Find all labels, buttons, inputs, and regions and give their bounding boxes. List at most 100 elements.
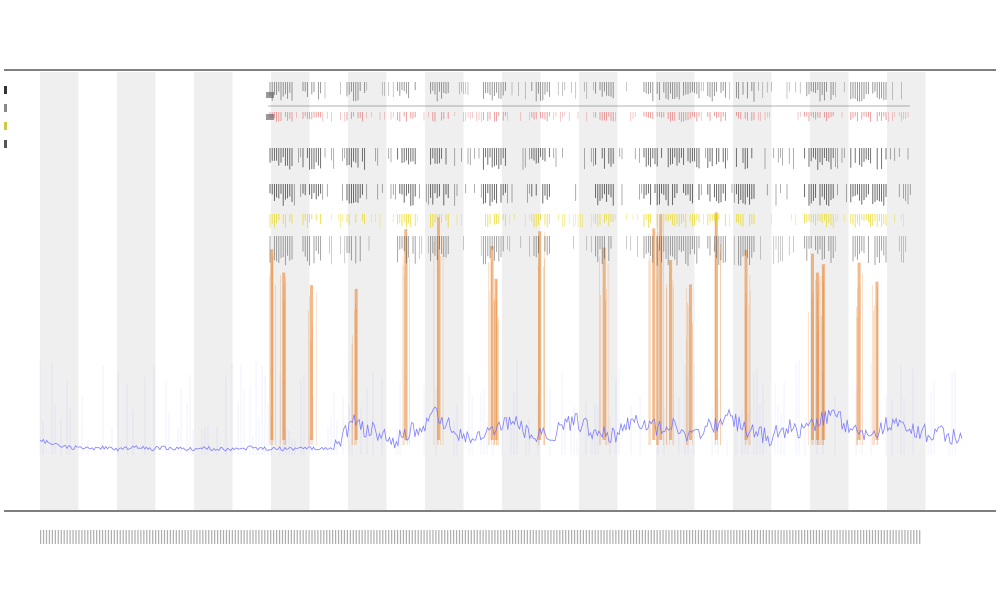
x-tick-label	[214, 530, 216, 544]
x-tick-label	[689, 530, 691, 544]
x-tick-label	[370, 530, 372, 544]
x-tick-label	[588, 530, 590, 544]
x-tick-label	[674, 530, 676, 544]
x-tick-label	[901, 530, 903, 544]
x-tick-label	[627, 530, 629, 544]
x-tick-label	[821, 530, 823, 544]
x-tick-label	[576, 530, 579, 544]
x-tick-label	[258, 530, 260, 544]
x-tick-label	[892, 530, 894, 544]
x-tick-label	[615, 530, 617, 544]
x-tick-label	[756, 530, 759, 544]
x-tick-label	[382, 530, 384, 544]
spike-mark	[810, 253, 814, 440]
x-tick-label	[163, 530, 166, 544]
spike-mark	[744, 249, 748, 440]
x-tick-label	[155, 530, 157, 544]
x-tick-label	[727, 530, 729, 544]
x-tick-label	[423, 530, 425, 544]
x-tick-label	[143, 530, 145, 544]
x-tick-label	[871, 530, 874, 544]
x-tick-label	[736, 530, 738, 544]
x-tick-label	[464, 530, 466, 544]
x-tick-label	[824, 530, 826, 544]
x-tick-label	[284, 530, 287, 544]
x-tick-label	[786, 530, 788, 544]
x-tick-label	[146, 530, 148, 544]
x-tick-label	[388, 530, 390, 544]
x-tick-label	[349, 530, 351, 544]
x-tick-label	[494, 530, 496, 544]
spike-mark	[354, 288, 358, 440]
x-tick-label	[78, 530, 80, 544]
x-tick-label	[110, 530, 112, 544]
x-tick-label	[90, 530, 92, 544]
x-tick-label	[131, 530, 133, 544]
spike-mark	[494, 278, 498, 440]
x-tick-label	[364, 530, 366, 544]
x-tick-label	[656, 530, 658, 544]
x-tick-label	[594, 530, 596, 544]
x-tick-label	[650, 530, 652, 544]
shaded-band	[40, 72, 79, 510]
spike-mark	[404, 229, 408, 440]
x-tick-label	[721, 530, 723, 544]
x-tick-label	[93, 530, 95, 544]
x-tick-label	[851, 530, 853, 544]
x-tick-label	[461, 530, 464, 544]
x-tick-label	[450, 530, 452, 544]
x-tick-label	[815, 530, 818, 544]
x-tick-label	[517, 530, 520, 544]
x-tick-label	[394, 530, 396, 544]
x-tick-label	[57, 530, 59, 544]
x-tick-label	[134, 530, 136, 544]
spike-mark	[857, 262, 861, 440]
x-tick-label	[677, 530, 679, 544]
x-tick-label	[603, 530, 605, 544]
x-tick-label	[556, 530, 558, 544]
x-tick-label	[571, 530, 573, 544]
x-tick-label	[783, 530, 785, 544]
x-tick-label	[559, 530, 561, 544]
x-tick-label	[402, 530, 405, 544]
x-tick-label	[600, 530, 602, 544]
x-tick-label	[839, 530, 841, 544]
x-tick-label	[261, 530, 263, 544]
x-tick-label	[352, 530, 354, 544]
x-tick-label	[467, 530, 469, 544]
x-tick-label	[255, 530, 257, 544]
x-tick-label	[712, 530, 714, 544]
x-tick-label	[801, 530, 803, 544]
x-tick-label	[662, 530, 664, 544]
x-tick-label	[202, 530, 204, 544]
x-tick-label	[81, 530, 83, 544]
x-tick-label	[104, 530, 107, 544]
x-tick-label	[547, 530, 549, 544]
x-tick-label	[447, 530, 449, 544]
spike-mark	[538, 231, 542, 440]
x-tick-label	[87, 530, 89, 544]
x-tick-label	[470, 530, 472, 544]
x-tick-label	[414, 530, 416, 544]
x-tick-label	[193, 530, 195, 544]
shaded-band	[502, 72, 541, 510]
x-tick-label	[323, 530, 325, 544]
x-tick-label	[809, 530, 812, 544]
spike-mark	[652, 228, 656, 440]
spike-mark	[436, 217, 440, 440]
x-tick-label	[42, 530, 45, 544]
x-tick-label	[335, 530, 337, 544]
x-tick-label	[807, 530, 809, 544]
spike-mark	[490, 246, 494, 440]
x-tick-label	[641, 530, 643, 544]
x-tick-label	[169, 530, 171, 544]
spike-mark	[282, 272, 286, 440]
x-tick-label	[60, 530, 62, 544]
x-tick-label	[187, 530, 189, 544]
shaded-band	[271, 72, 310, 510]
x-tick-label	[302, 530, 304, 544]
x-tick-label	[211, 530, 213, 544]
x-tick-label	[172, 530, 174, 544]
x-tick-label	[830, 530, 832, 544]
x-tick-label	[305, 530, 307, 544]
